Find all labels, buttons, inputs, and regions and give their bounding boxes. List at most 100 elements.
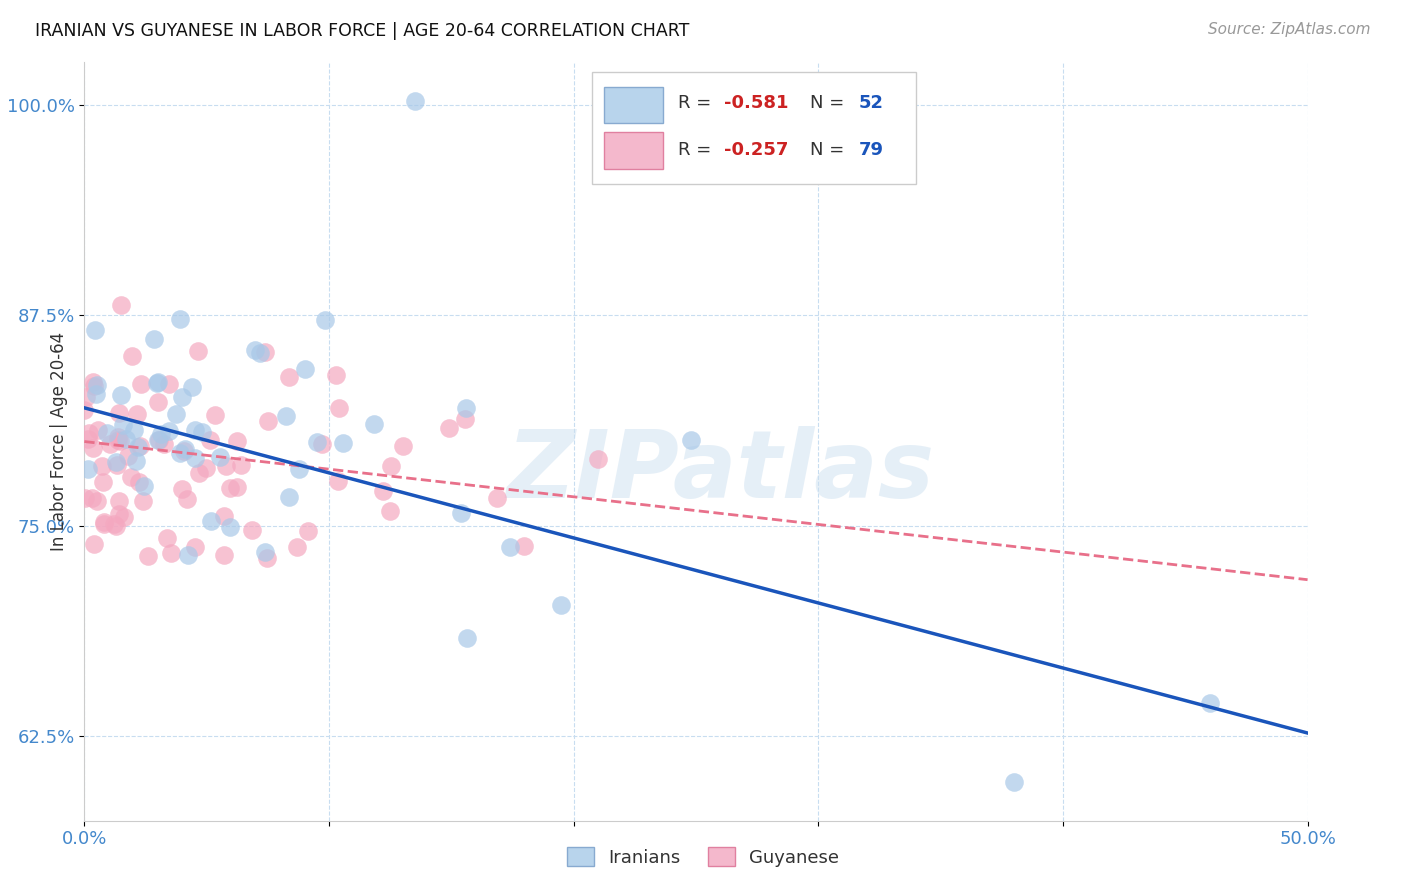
Point <box>325 368 347 383</box>
Point <box>249 346 271 360</box>
Point <box>294 362 316 376</box>
Point <box>148 433 170 447</box>
Point <box>82 441 104 455</box>
Point <box>157 424 180 438</box>
Point <box>120 470 142 484</box>
Point <box>513 540 536 554</box>
Point <box>156 531 179 545</box>
Point <box>373 484 395 499</box>
Point <box>285 540 308 554</box>
Point <box>115 432 138 446</box>
Point <box>184 423 207 437</box>
Text: IRANIAN VS GUYANESE IN LABOR FORCE | AGE 20-64 CORRELATION CHART: IRANIAN VS GUYANESE IN LABOR FORCE | AGE… <box>35 22 689 40</box>
Point <box>180 380 202 394</box>
Point <box>125 407 148 421</box>
Text: N =: N = <box>810 94 849 112</box>
Point <box>110 298 132 312</box>
Point <box>142 332 165 346</box>
Point <box>499 540 522 554</box>
Point <box>169 311 191 326</box>
Point <box>146 376 169 390</box>
Point <box>219 520 242 534</box>
Point <box>93 515 115 529</box>
Point <box>176 548 198 562</box>
Point <box>392 439 415 453</box>
Point <box>122 423 145 437</box>
Point <box>73 403 96 417</box>
Point <box>277 491 299 505</box>
Point <box>188 466 211 480</box>
Point <box>212 508 235 523</box>
Point <box>86 378 108 392</box>
Point <box>257 414 280 428</box>
Point <box>107 430 129 444</box>
Point <box>93 516 115 531</box>
Text: -0.257: -0.257 <box>724 141 789 159</box>
Point <box>87 423 110 437</box>
Point <box>91 475 114 489</box>
Point <box>454 412 477 426</box>
Point <box>288 461 311 475</box>
Point <box>550 598 572 612</box>
Point <box>276 409 298 423</box>
Text: ZIPatlas: ZIPatlas <box>506 425 935 518</box>
Point <box>103 517 125 532</box>
Point <box>172 390 194 404</box>
Text: R =: R = <box>678 141 717 159</box>
Point <box>328 401 350 415</box>
Point <box>104 519 127 533</box>
Point <box>456 631 478 645</box>
Legend: Iranians, Guyanese: Iranians, Guyanese <box>560 840 846 874</box>
Point <box>215 458 238 473</box>
Point <box>191 425 214 439</box>
Point <box>107 507 129 521</box>
Point <box>117 449 139 463</box>
Point <box>121 349 143 363</box>
Point <box>153 437 176 451</box>
Point <box>136 549 159 563</box>
Point <box>450 506 472 520</box>
Point <box>332 435 354 450</box>
Point <box>194 461 217 475</box>
Point <box>112 510 135 524</box>
Text: Source: ZipAtlas.com: Source: ZipAtlas.com <box>1208 22 1371 37</box>
Point <box>157 376 180 391</box>
Point <box>105 455 128 469</box>
FancyBboxPatch shape <box>605 87 664 123</box>
Point <box>173 443 195 458</box>
Text: R =: R = <box>678 94 717 112</box>
Point <box>225 434 247 449</box>
Point <box>378 504 401 518</box>
Point <box>146 376 169 390</box>
Point <box>278 369 301 384</box>
Point <box>681 433 703 447</box>
Point <box>111 417 134 432</box>
Point <box>173 442 195 456</box>
Point <box>128 439 150 453</box>
Point <box>404 94 426 108</box>
Point <box>108 494 131 508</box>
Point <box>297 524 319 538</box>
Point <box>77 425 100 440</box>
Point <box>184 540 207 554</box>
Point <box>454 401 477 415</box>
Point <box>183 450 205 465</box>
Point <box>148 394 170 409</box>
Point <box>110 388 132 402</box>
Point <box>254 345 277 359</box>
Point <box>243 343 266 357</box>
Point <box>131 377 153 392</box>
Text: -0.581: -0.581 <box>724 94 789 112</box>
Point <box>149 427 172 442</box>
Point <box>77 432 100 446</box>
Point <box>84 323 107 337</box>
Point <box>363 417 385 432</box>
Point <box>80 491 103 505</box>
Point <box>82 375 104 389</box>
Point <box>86 493 108 508</box>
Text: N =: N = <box>810 141 849 159</box>
Point <box>83 537 105 551</box>
Point <box>131 494 153 508</box>
Text: 52: 52 <box>859 94 883 112</box>
Point <box>160 546 183 560</box>
